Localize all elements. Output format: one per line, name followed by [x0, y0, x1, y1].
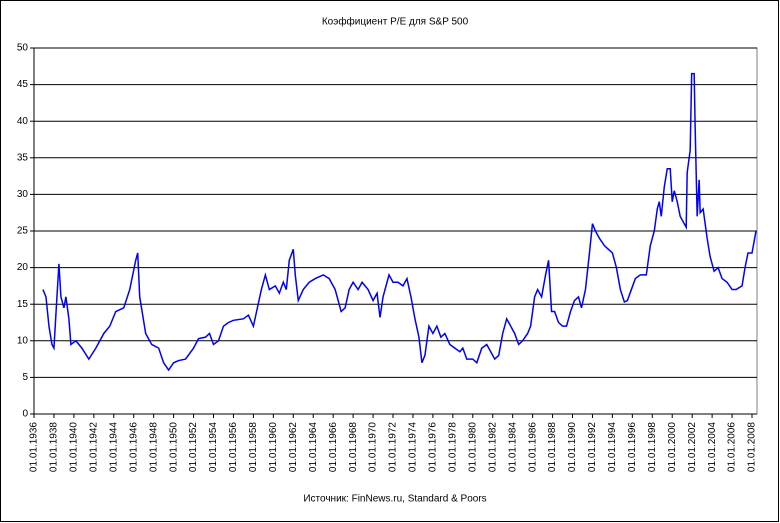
x-tick-label: 01.01.1982	[487, 422, 498, 472]
x-tick-label: 01.01.1940	[69, 422, 80, 472]
y-tick-label: 0	[22, 409, 28, 420]
y-tick-label: 45	[17, 79, 29, 90]
source-note: Источник: FinNews.ru, Standard & Poors	[303, 494, 486, 505]
y-tick-label: 35	[17, 152, 29, 163]
data-line	[42, 72, 757, 372]
x-tick-label: 01.01.1966	[328, 422, 339, 472]
x-tick-label: 01.01.1946	[128, 422, 139, 472]
x-tick-label: 01.01.1984	[507, 422, 518, 472]
x-tick-label: 01.01.2006	[727, 422, 738, 472]
y-tick-label: 15	[17, 299, 29, 310]
x-tick-label: 01.01.1996	[627, 422, 638, 472]
x-tick-label: 01.01.1974	[408, 422, 419, 472]
y-tick-label: 25	[17, 226, 29, 237]
x-tick-label: 01.01.1954	[208, 422, 219, 472]
x-tick-label: 01.01.1952	[188, 422, 199, 472]
x-tick-label: 01.01.1950	[168, 422, 179, 472]
y-tick-label: 50	[17, 43, 29, 54]
x-tick-label: 01.01.1958	[248, 422, 259, 472]
x-tick-label: 01.01.1988	[547, 422, 558, 472]
x-tick-label: 01.01.1972	[388, 422, 399, 472]
x-tick-label: 01.01.1960	[268, 422, 279, 472]
y-tick-label: 5	[22, 372, 28, 383]
x-tick-label: 01.01.2000	[667, 422, 678, 472]
x-tick-label: 01.01.1994	[607, 422, 618, 472]
x-tick-label: 01.01.1992	[587, 422, 598, 472]
x-tick-label: 01.01.1962	[288, 422, 299, 472]
x-tick-label: 01.01.1968	[348, 422, 359, 472]
x-tick-label: 01.01.2004	[707, 422, 718, 472]
x-tick-label: 01.01.1956	[228, 422, 239, 472]
x-tick-label: 01.01.1948	[148, 422, 159, 472]
x-tick-label: 01.01.1978	[447, 422, 458, 472]
x-tick-label: 01.01.1970	[368, 422, 379, 472]
x-tick-label: 01.01.2002	[687, 422, 698, 472]
x-tick-label: 01.01.1944	[108, 422, 119, 472]
x-tick-label: 01.01.1986	[527, 422, 538, 472]
x-tick-label: 01.01.1990	[567, 422, 578, 472]
x-tick-label: 01.01.1938	[49, 422, 60, 472]
x-tick-label: 01.01.1980	[467, 422, 478, 472]
x-tick-label: 01.01.1964	[308, 422, 319, 472]
x-tick-label: 01.01.1976	[428, 422, 439, 472]
x-tick-label: 01.01.1936	[29, 422, 40, 472]
y-tick-label: 20	[17, 262, 29, 273]
x-tick-label: 01.01.1942	[88, 422, 99, 472]
y-tick-label: 30	[17, 189, 29, 200]
y-tick-label: 40	[17, 116, 29, 127]
x-tick-label: 01.01.1998	[647, 422, 658, 472]
x-tick-label: 01.01.2008	[747, 422, 758, 472]
chart-title: Коэффициент P/E для S&P 500	[322, 16, 469, 28]
y-tick-label: 10	[17, 335, 29, 346]
